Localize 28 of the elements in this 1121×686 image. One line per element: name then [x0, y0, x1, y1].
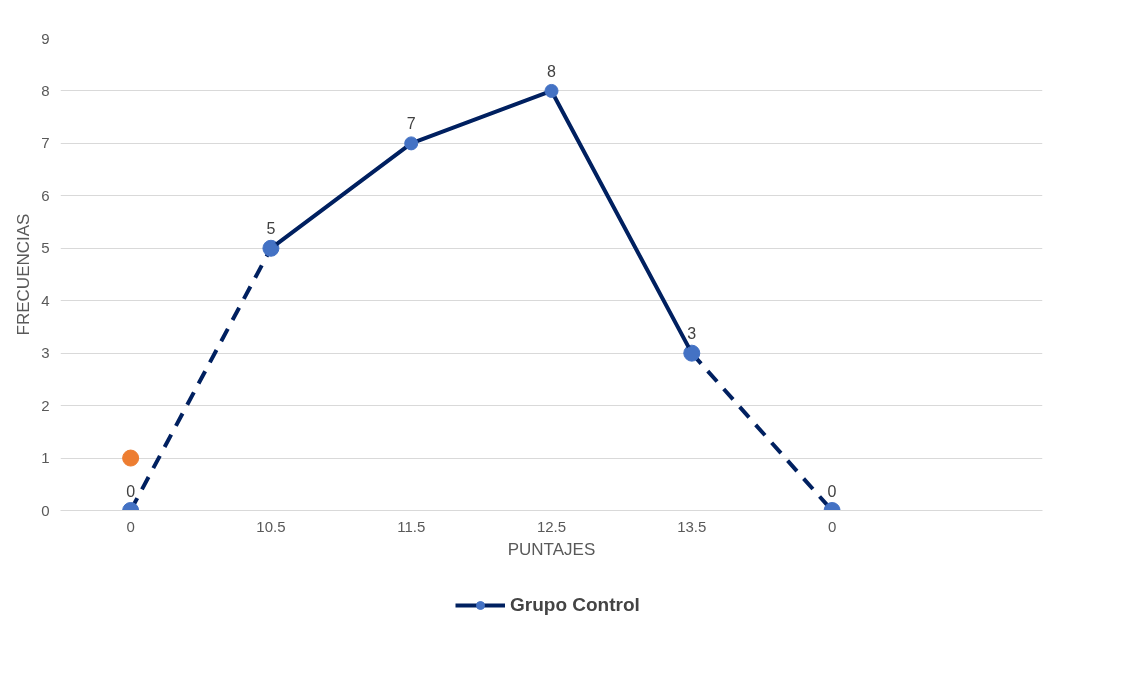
- legend-label: Grupo Control: [510, 594, 640, 616]
- data-label: 0: [827, 482, 837, 500]
- x-tick-label: 0: [126, 517, 135, 535]
- y-tick-label: 6: [41, 186, 50, 204]
- x-tick-label: 13.5: [677, 517, 707, 535]
- y-tick-label: 4: [41, 291, 50, 309]
- x-tick-label: 12.5: [536, 517, 567, 535]
- y-tick-label: 3: [41, 344, 50, 362]
- y-tick-label: 5: [41, 239, 50, 257]
- y-axis-title: FRECUENCIAS: [14, 213, 34, 336]
- y-tick-label: 8: [41, 81, 50, 99]
- y-tick-label: 9: [41, 29, 50, 47]
- data-label: 5: [266, 220, 276, 238]
- point: [544, 83, 559, 98]
- point: [122, 449, 140, 467]
- data-label: 3: [687, 325, 697, 343]
- x-axis-title: PUNTAJES: [507, 539, 596, 559]
- data-label: 7: [406, 115, 416, 133]
- y-tick-label: 7: [41, 134, 50, 152]
- x-tick-label: 11.5: [397, 517, 426, 535]
- y-tick-label: 0: [41, 501, 50, 519]
- data-label: 8: [547, 62, 557, 80]
- y-tick-label: 1: [41, 449, 50, 467]
- y-tick-label: 2: [41, 396, 50, 414]
- x-tick-label: 10.5: [256, 517, 286, 535]
- data-label: 0: [126, 482, 136, 500]
- point: [404, 136, 419, 151]
- x-tick-label: 0: [827, 517, 837, 535]
